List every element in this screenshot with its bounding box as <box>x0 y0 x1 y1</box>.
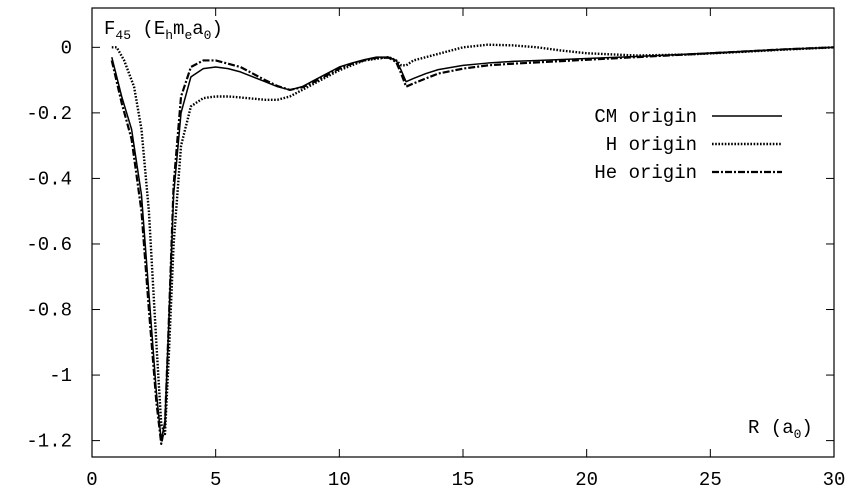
y-axis-label-part: m <box>173 18 184 40</box>
y-tick-label: -0.2 <box>26 103 72 125</box>
x-axis-label-subscript: 0 <box>794 427 802 442</box>
y-tick-label: 0 <box>61 37 72 59</box>
axis-labels: F45 (Ehmea0)R (a0) <box>104 18 813 442</box>
y-axis-label-subscript: 45 <box>115 28 131 43</box>
y-axis-label-part: a <box>192 18 203 40</box>
y-axis-label-part: ) <box>211 18 222 40</box>
legend-label-1: H origin <box>606 134 697 156</box>
x-axis-label-part: ) <box>801 417 812 439</box>
y-tick-label: -1 <box>49 365 72 387</box>
axes: 0 5 10 15 20 25 30 0 -0.2 -0.4 -0.6 -0.8 -1 -1.2 <box>26 7 846 491</box>
series-line-0 <box>111 46 835 442</box>
x-tick-label: 10 <box>328 469 351 491</box>
y-axis-label-subscript: h <box>165 28 173 43</box>
x-tick-label: 5 <box>210 469 221 491</box>
y-tick-label: -0.6 <box>26 234 72 256</box>
plot-frame <box>91 7 835 458</box>
x-tick-label: 20 <box>575 469 598 491</box>
y-axis-label-part: F <box>104 18 115 40</box>
y-axis-label: F45 (Ehmea0) <box>104 18 223 43</box>
y-axis-label-subscript: 0 <box>204 28 212 43</box>
legend: CM origin H origin He origin <box>594 106 782 184</box>
x-axis-label-part: R (a <box>748 417 794 439</box>
legend-label-2: He origin <box>594 162 697 184</box>
series-layer <box>110 43 835 445</box>
x-tick-label: 0 <box>86 469 97 491</box>
x-tick-label: 25 <box>699 469 722 491</box>
y-tick-label: -1.2 <box>26 431 72 453</box>
y-axis-label-part: (E <box>131 18 165 40</box>
series-line-1 <box>111 43 835 436</box>
x-tick-label: 30 <box>823 469 846 491</box>
y-axis-label-subscript: e <box>184 28 192 43</box>
x-tick-label: 15 <box>452 469 475 491</box>
legend-label-0: CM origin <box>594 106 697 128</box>
y-tick-label: -0.8 <box>26 300 72 322</box>
series-line-2 <box>110 46 835 445</box>
y-tick-label: -0.4 <box>26 168 72 190</box>
x-axis-label: R (a0) <box>748 417 813 442</box>
